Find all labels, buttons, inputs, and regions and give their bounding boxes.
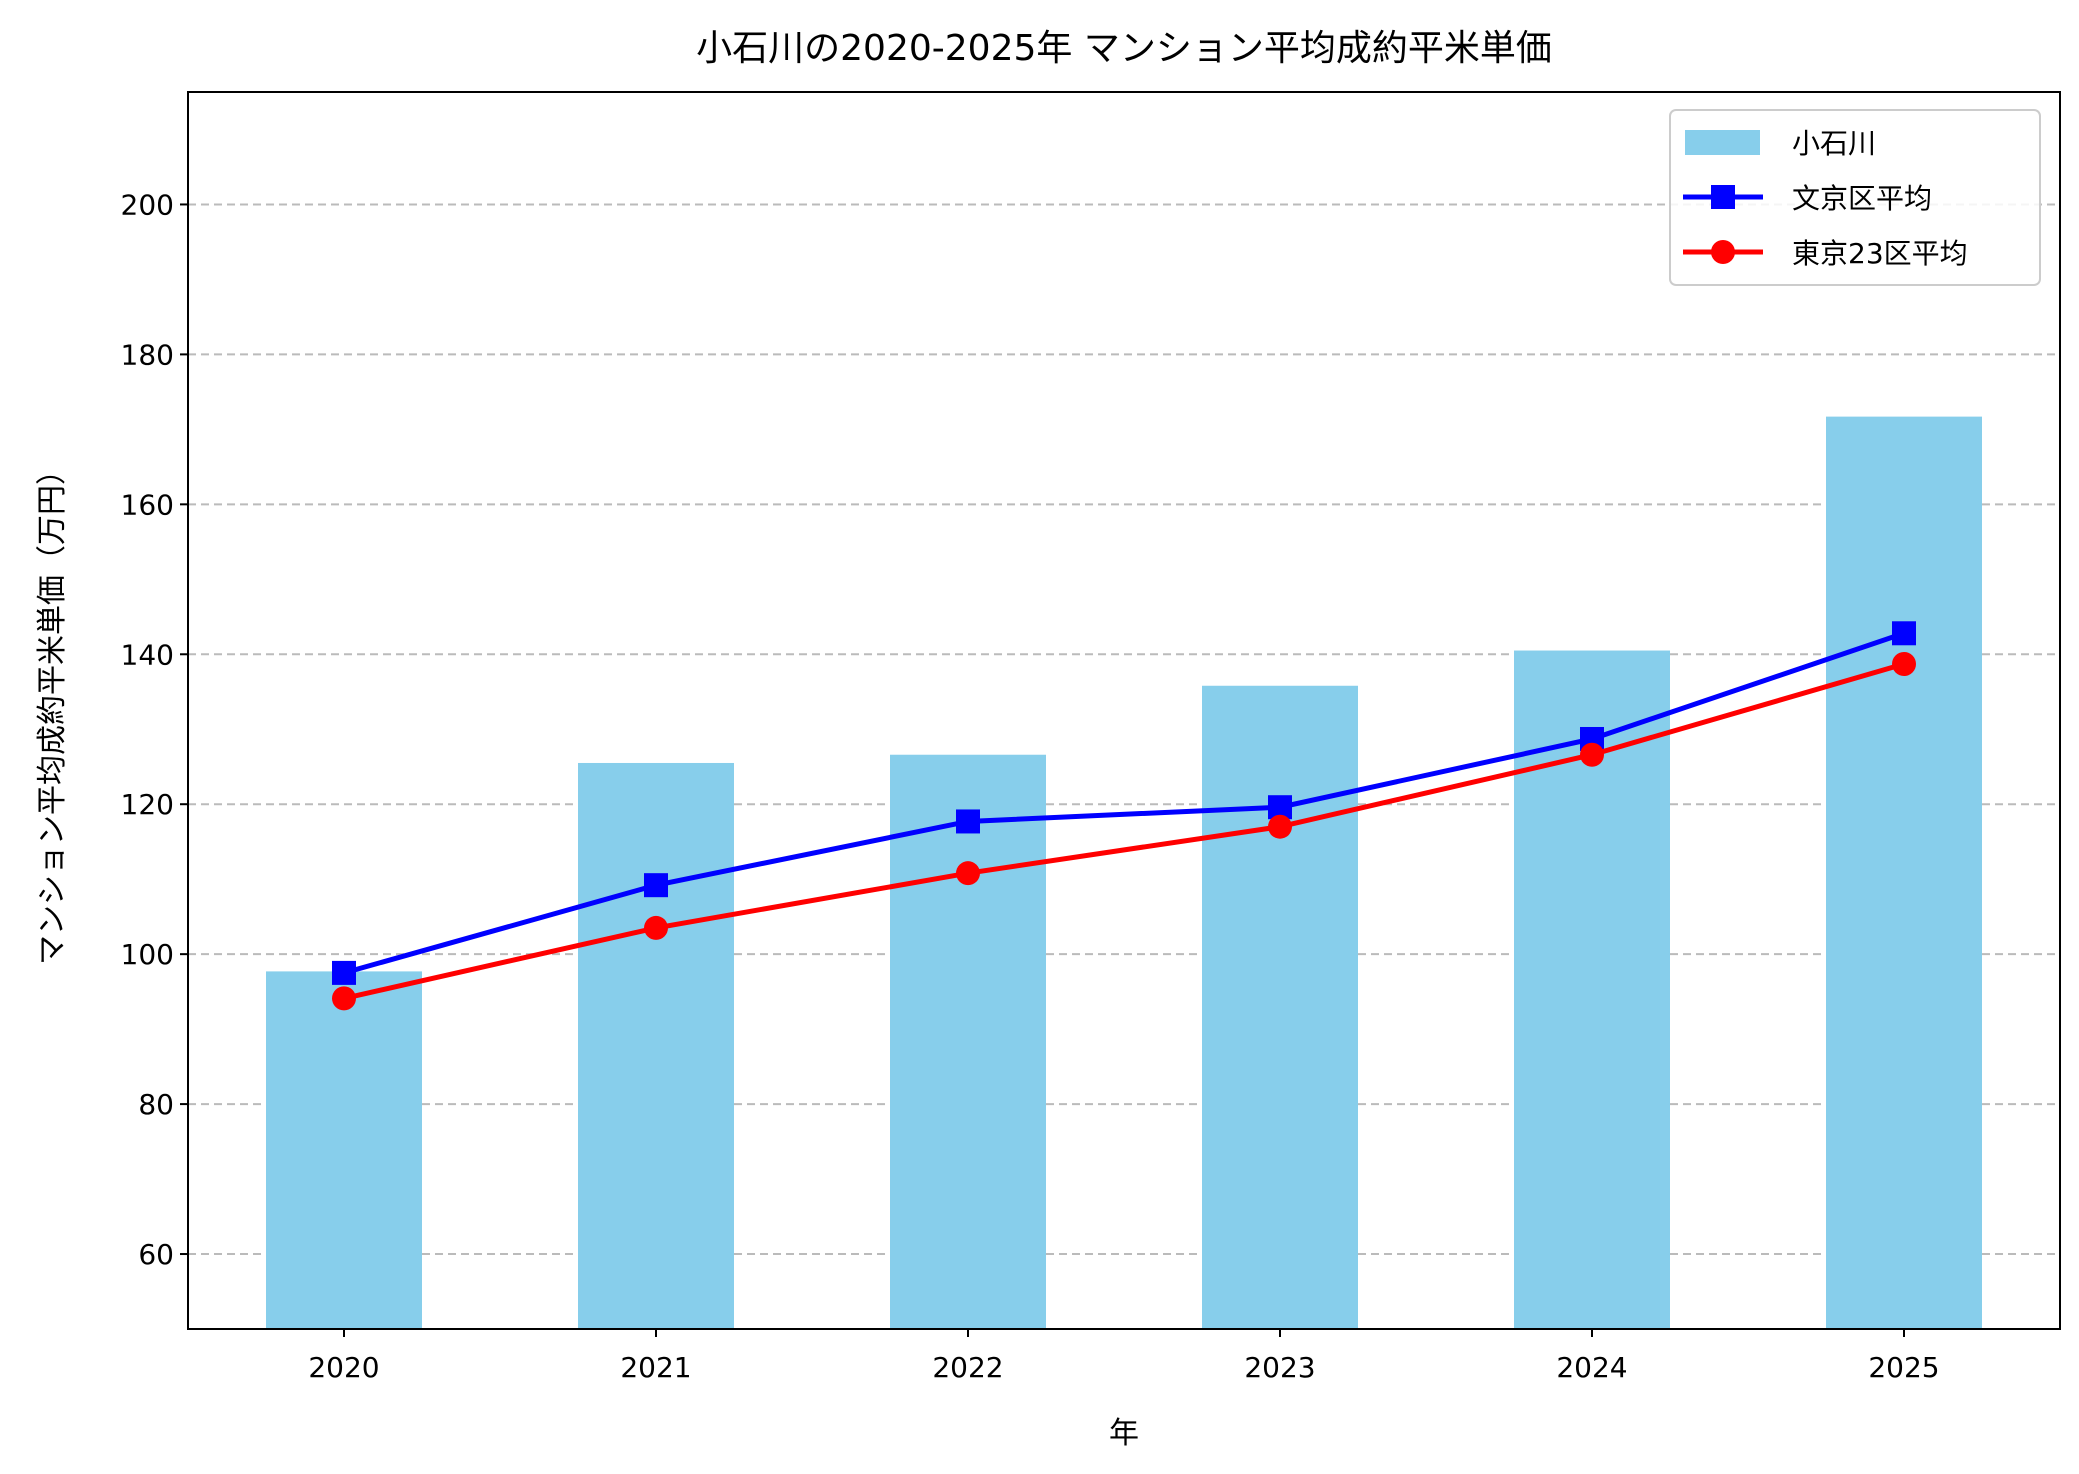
x-tick-label: 2020	[308, 1351, 379, 1384]
x-tick-label: 2021	[620, 1351, 691, 1384]
bar-2020	[266, 971, 422, 1329]
grid	[188, 203, 2060, 1256]
y-tick-label: 100	[121, 938, 174, 971]
legend-circle-marker	[1711, 240, 1735, 264]
x-tick-label: 2022	[932, 1351, 1003, 1384]
x-tick-label: 2023	[1244, 1351, 1315, 1384]
y-axis-label: マンション平均成約平米単価（万円）	[35, 455, 70, 965]
y-tick-label: 80	[138, 1088, 174, 1121]
marker-circle-2020	[332, 986, 356, 1011]
legend-label-0: 小石川	[1792, 127, 1876, 160]
y-tick-label: 60	[138, 1238, 174, 1271]
marker-circle-2023	[1268, 814, 1292, 839]
legend: 小石川 文京区平均 東京23区平均	[1669, 109, 2041, 286]
y-tick-label: 180	[121, 338, 174, 371]
x-axis-label: 年	[1109, 1416, 1139, 1451]
marker-square-2021	[644, 873, 668, 898]
bar-2021	[578, 762, 734, 1329]
bar-2025	[1826, 416, 1982, 1329]
line-series-2	[343, 661, 1905, 1001]
legend-label-1: 文京区平均	[1792, 182, 1932, 215]
legend-box	[1669, 109, 2041, 286]
plot-frame	[187, 91, 2061, 1330]
x-axis: 2020 2021 2022 2023 2024 2025	[308, 1329, 1940, 1384]
marker-circle-2024	[1580, 742, 1604, 767]
x-tick-label: 2025	[1868, 1351, 1939, 1384]
bar-2022	[890, 754, 1046, 1329]
y-tick-label: 160	[121, 488, 174, 521]
y-tick-label: 120	[121, 788, 174, 821]
marker-circle-2025	[1892, 652, 1916, 677]
marker-circle-2021	[644, 915, 668, 940]
x-tick-label: 2024	[1556, 1351, 1627, 1384]
marker-square-2020	[332, 960, 356, 985]
legend-swatch-bar	[1685, 130, 1760, 155]
y-axis: 60 80 100 120 140 160 180 200	[121, 188, 188, 1271]
chart-title: 小石川の2020-2025年 マンション平均成約平米単価	[696, 28, 1552, 69]
marker-square-2025	[1892, 621, 1916, 646]
y-tick-label: 200	[121, 188, 174, 221]
marker-square-2022	[956, 809, 980, 834]
lines	[332, 621, 1916, 1011]
marker-circle-2022	[956, 861, 980, 886]
legend-square-marker	[1711, 185, 1735, 209]
line-series-1	[343, 630, 1905, 976]
bars	[266, 416, 1982, 1329]
legend-label-2: 東京23区平均	[1792, 237, 1968, 270]
bar-2023	[1202, 685, 1358, 1329]
y-tick-label: 140	[121, 638, 174, 671]
